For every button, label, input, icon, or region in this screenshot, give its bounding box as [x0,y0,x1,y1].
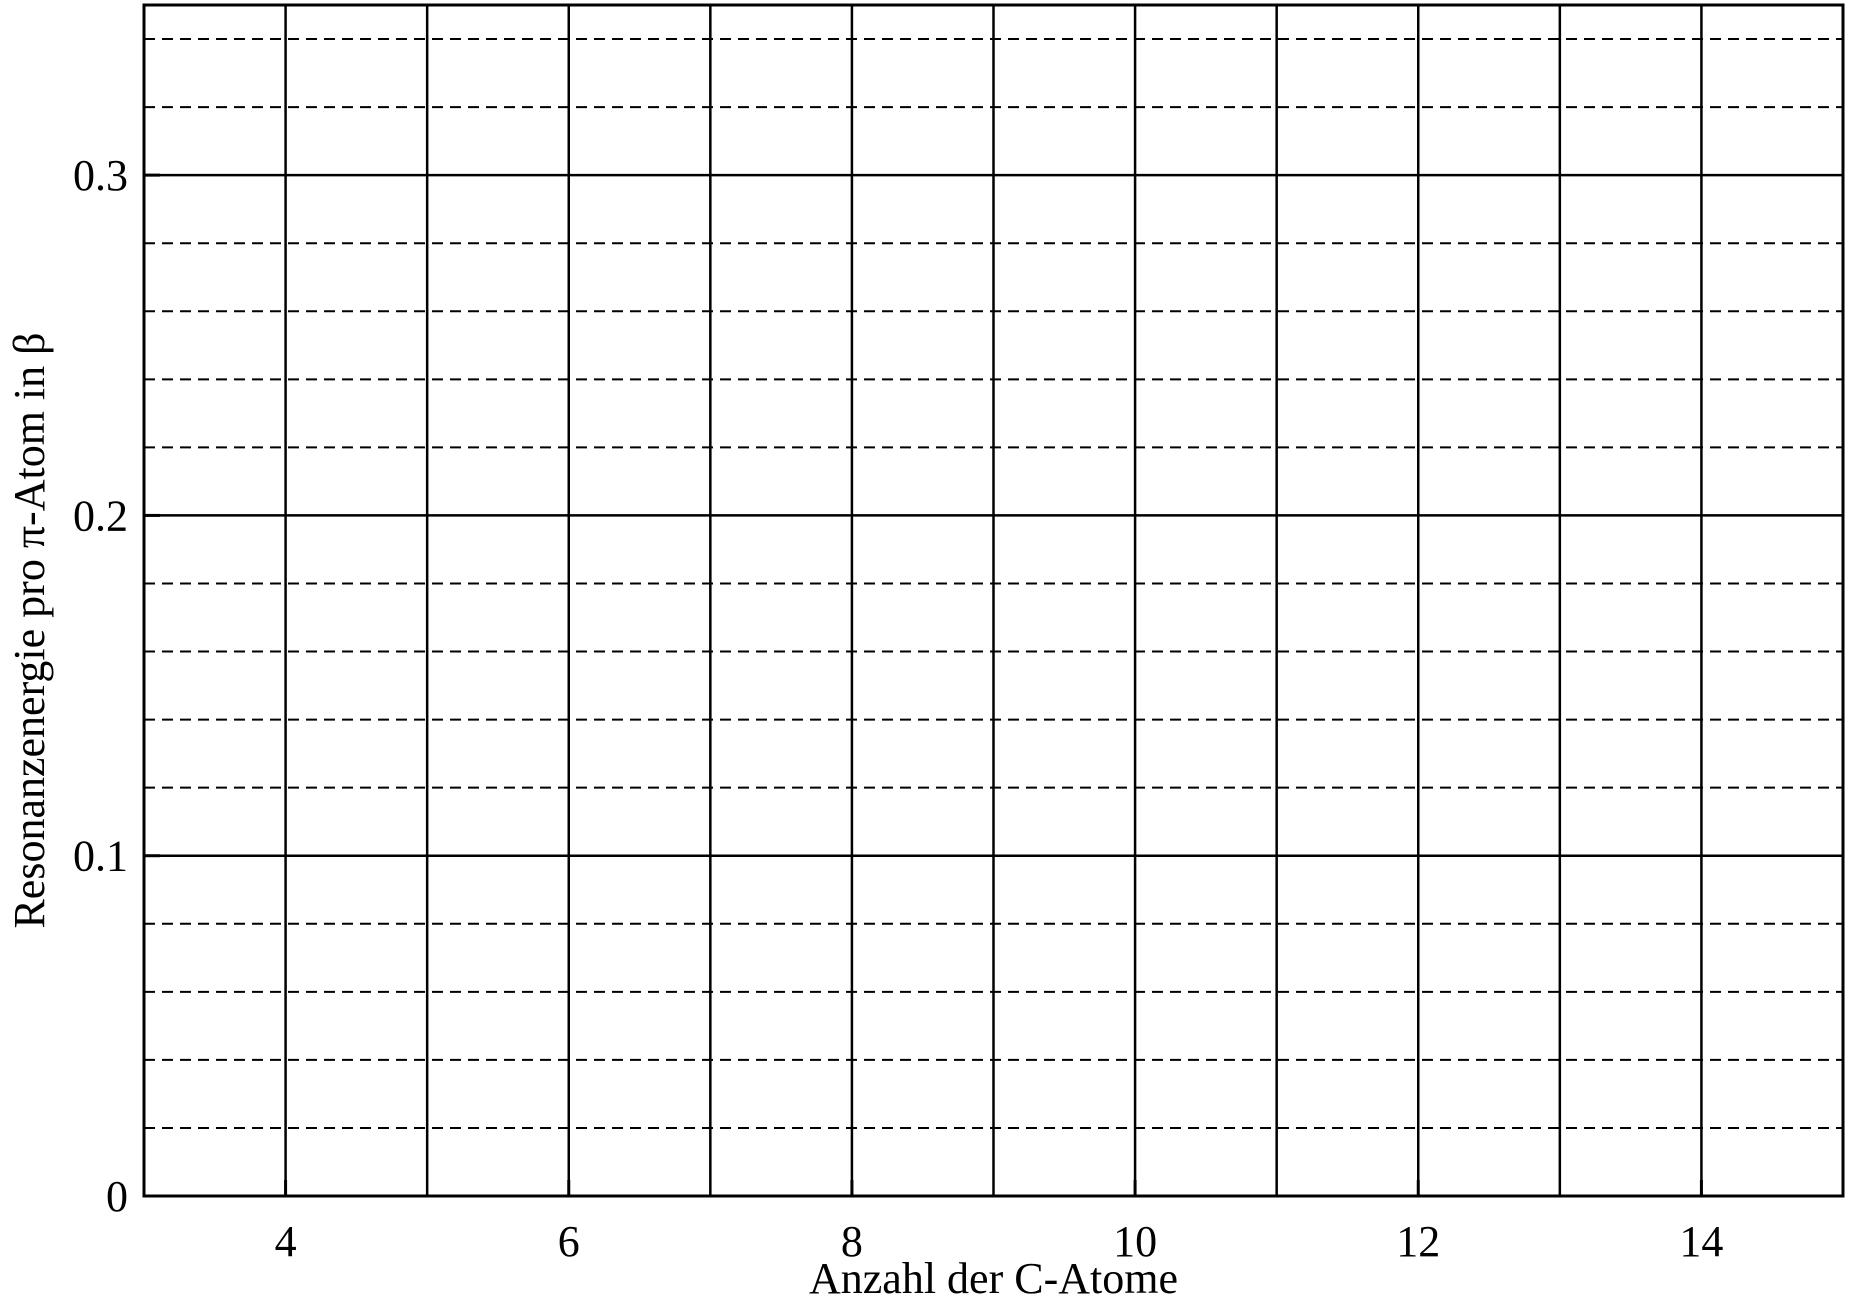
x-tick-label: 12 [1396,1217,1440,1266]
major-grid [144,5,1843,1196]
x-tick-label: 14 [1679,1217,1723,1266]
y-tick-label: 0.3 [73,151,128,200]
plot-frame [142,3,1845,1198]
y-tick-label: 0 [106,1172,128,1221]
x-tick-label: 10 [1113,1217,1157,1266]
y-tick-label: 0.1 [73,832,128,881]
x-tick-label: 4 [275,1217,297,1266]
y-tick-labels: 0 0.1 0.2 0.3 [73,151,128,1221]
y-axis-title: Resonanzenergie pro π-Atom in β [5,332,54,928]
y-tick-label: 0.2 [73,491,128,540]
x-axis-title: Anzahl der C-Atome [809,1254,1178,1299]
x-tick-label: 8 [841,1217,863,1266]
x-tick-labels: 4 6 8 10 12 14 [275,1217,1724,1266]
axis-ticks [144,173,1703,1198]
x-tick-label: 6 [558,1217,580,1266]
